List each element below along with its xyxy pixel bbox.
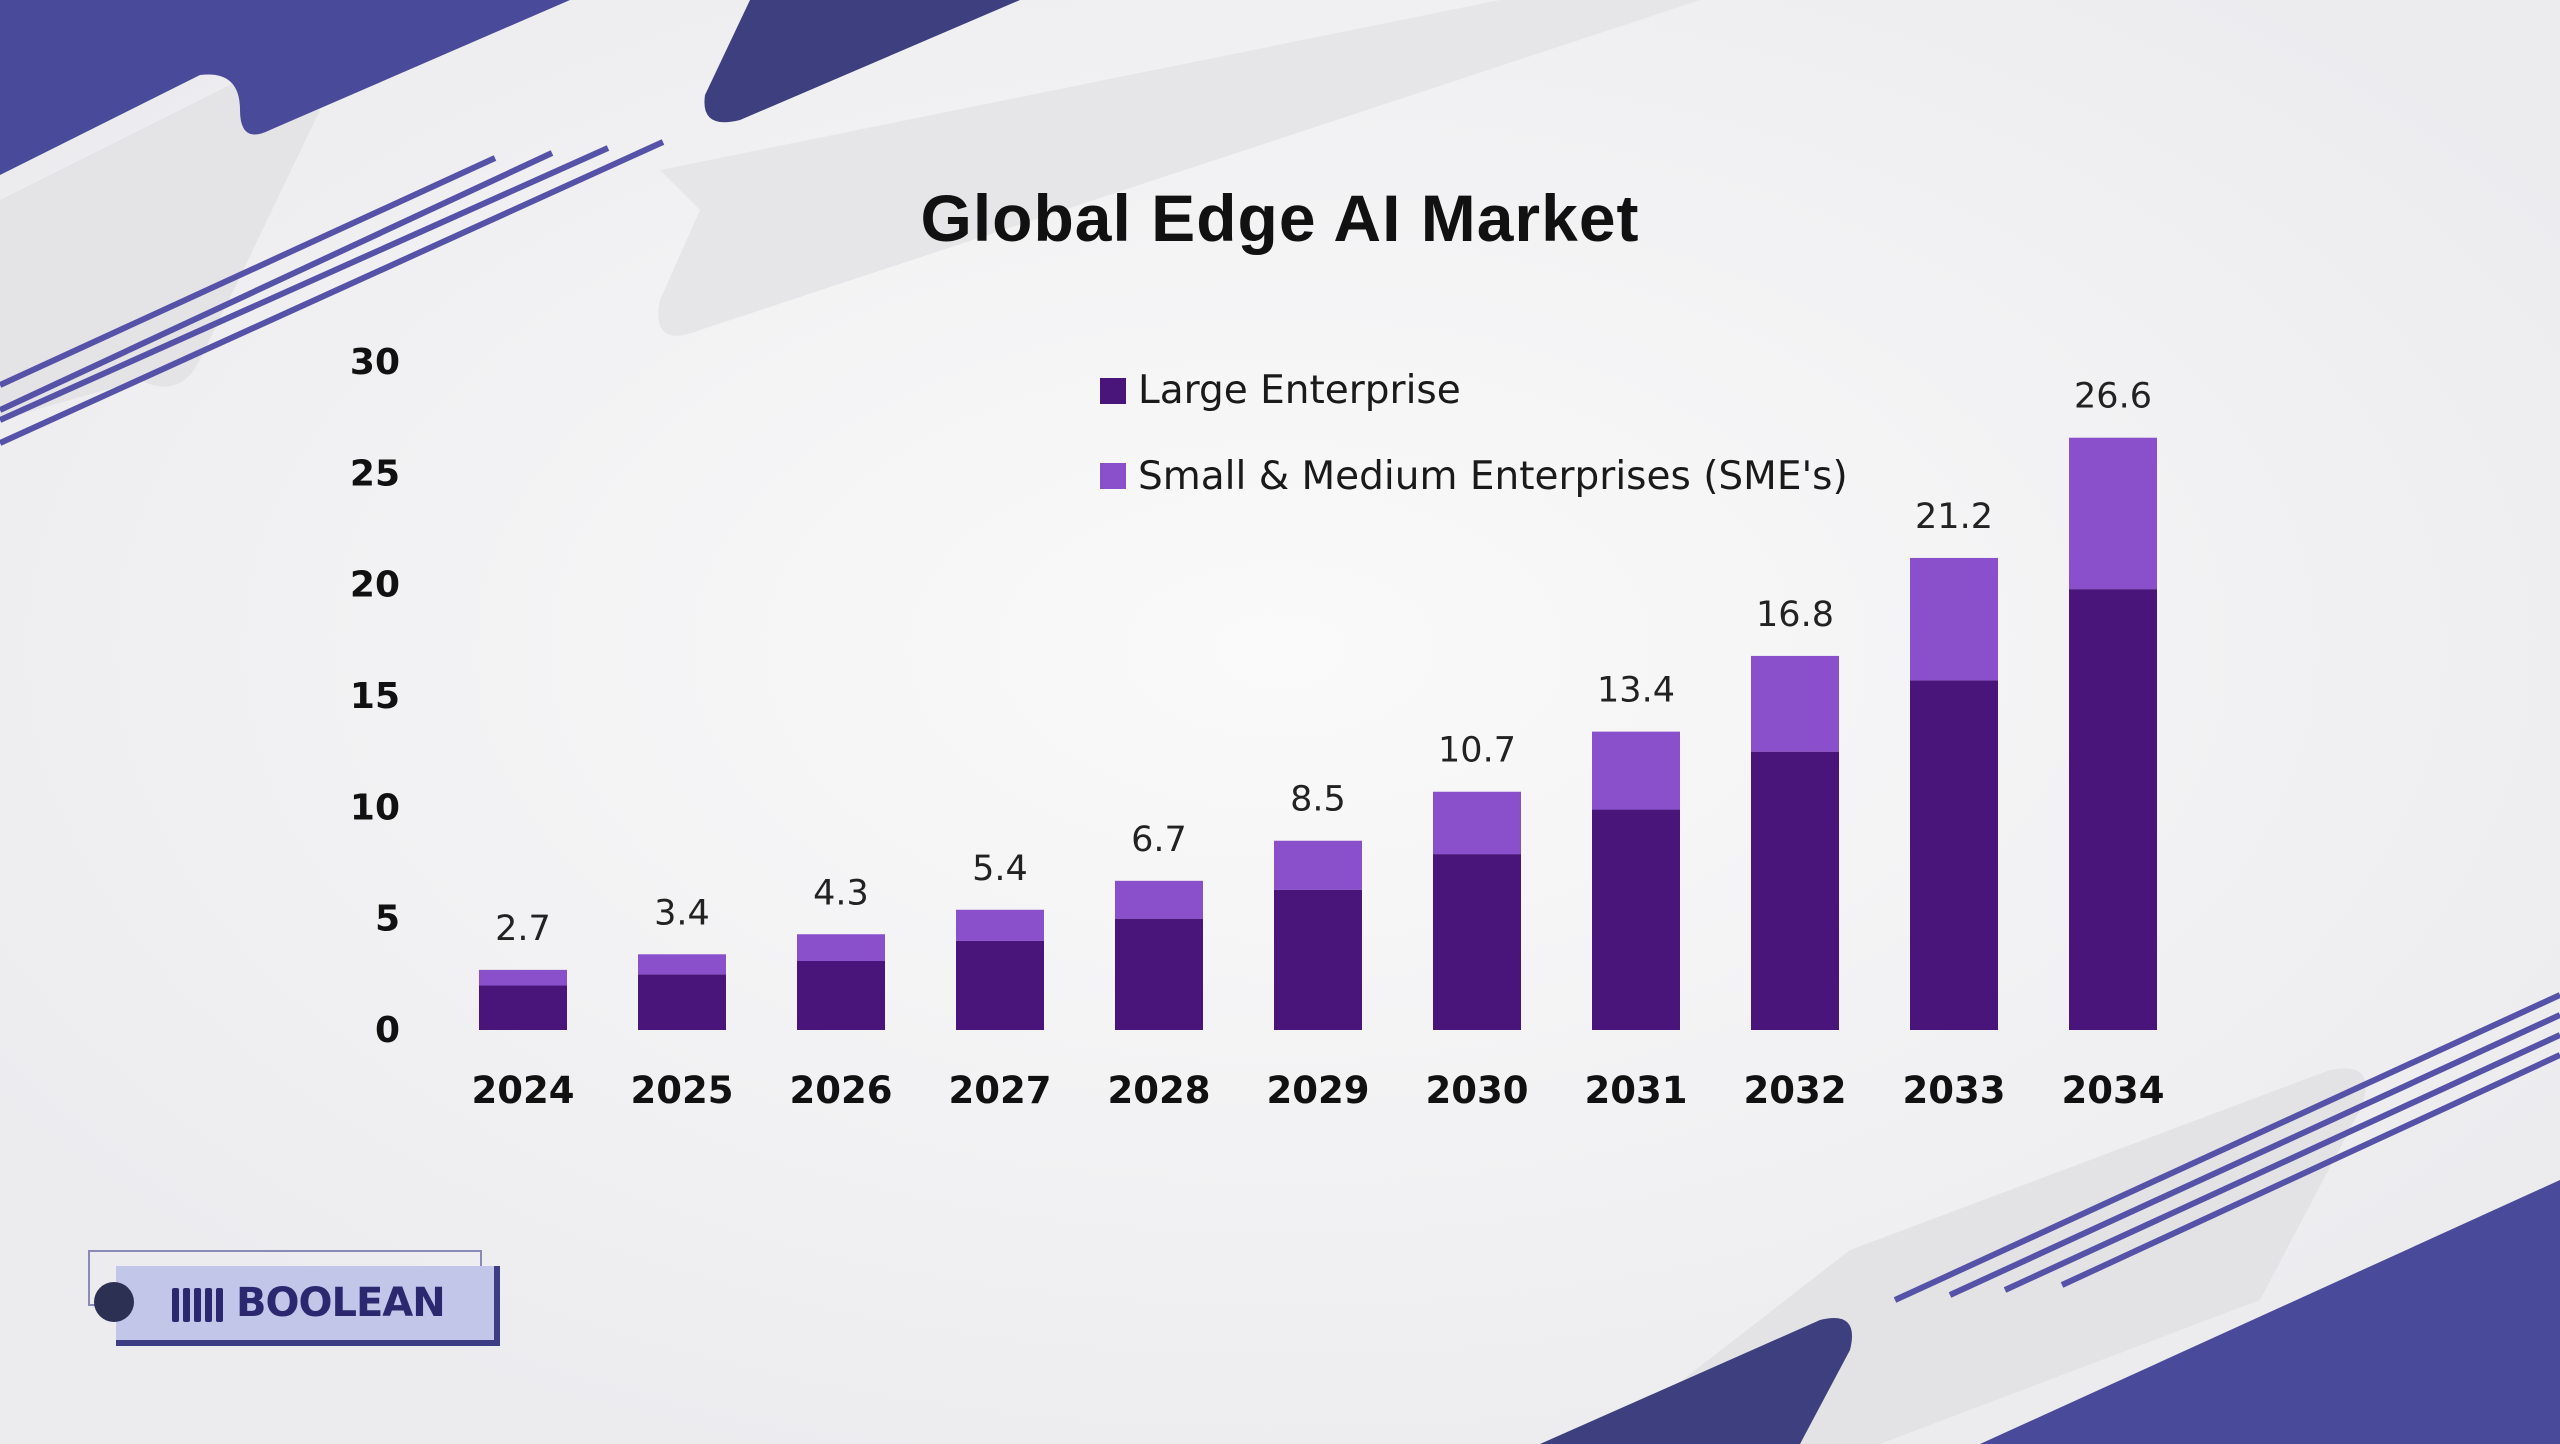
- bar-large-enterprise: [1751, 751, 1839, 1030]
- brand-logo: BOOLEAN: [88, 1250, 508, 1350]
- y-tick-label: 20: [350, 565, 400, 606]
- bar-sme: [797, 934, 885, 961]
- bar-sme: [1751, 655, 1839, 752]
- bar-large-enterprise: [1592, 809, 1680, 1030]
- x-tick-label: 2028: [1108, 1069, 1211, 1112]
- bar-total-label: 26.6: [2074, 377, 2152, 417]
- accent-lines-top-left: [0, 139, 665, 446]
- y-tick-label: 25: [350, 453, 400, 494]
- bar-total-label: 13.4: [1597, 671, 1675, 711]
- x-tick-label: 2025: [631, 1069, 734, 1112]
- x-tick-label: 2033: [1903, 1069, 2006, 1112]
- logo-bars-icon: [172, 1288, 232, 1322]
- bar-sme: [1592, 731, 1680, 810]
- accent-lines-bottom-right: [1893, 992, 2560, 1303]
- bar-total-label: 8.5: [1290, 780, 1346, 820]
- logo-frame: [116, 1266, 500, 1346]
- bg-swoosh-top: [658, 0, 1701, 336]
- brand-name: BOOLEAN: [236, 1280, 446, 1326]
- legend-swatch-sme: [1100, 463, 1126, 489]
- bar-total-label: 21.2: [1915, 497, 1993, 537]
- bar-total-label: 10.7: [1438, 731, 1516, 771]
- bars: [479, 437, 2157, 1030]
- bar-sme: [1274, 840, 1362, 890]
- corner-shape-bottom-right-2: [2260, 1270, 2560, 1444]
- bar-large-enterprise: [1433, 854, 1521, 1030]
- bar-sme: [1433, 791, 1521, 855]
- x-tick-label: 2029: [1267, 1069, 1370, 1112]
- bar-large-enterprise: [1274, 889, 1362, 1030]
- bar-total-label: 5.4: [972, 849, 1028, 889]
- y-axis: 0 5 10 15 20 25 30: [350, 342, 400, 1051]
- y-tick-label: 5: [375, 899, 400, 940]
- corner-shape-bottom: [1540, 1318, 1852, 1444]
- bar-large-enterprise: [2069, 589, 2157, 1030]
- bar-large-enterprise: [1910, 680, 1998, 1030]
- x-axis: 2024 2025 2026 2027 2028 2029 2030 2031 2032 2033…: [472, 1069, 2165, 1112]
- x-tick-label: 2031: [1585, 1069, 1688, 1112]
- bar-sme: [1910, 557, 1998, 681]
- bar-total-label: 16.8: [1756, 595, 1834, 635]
- legend: Large Enterprise Small & Medium Enterpri…: [1100, 368, 1848, 499]
- x-tick-label: 2034: [2062, 1069, 2165, 1112]
- bar-large-enterprise: [797, 960, 885, 1030]
- bar-large-enterprise: [956, 940, 1044, 1030]
- x-tick-label: 2024: [472, 1069, 575, 1112]
- y-tick-label: 10: [350, 787, 400, 828]
- bar-large-enterprise: [479, 985, 567, 1030]
- bar-total-label: 3.4: [654, 893, 710, 933]
- y-tick-label: 15: [350, 676, 400, 717]
- x-tick-label: 2026: [790, 1069, 893, 1112]
- bar-large-enterprise: [638, 974, 726, 1030]
- logo-dot: [94, 1282, 134, 1322]
- legend-label-sme: Small & Medium Enterprises (SME's): [1138, 454, 1848, 499]
- bar-total-label: 6.7: [1131, 820, 1187, 860]
- y-tick-label: 0: [375, 1010, 400, 1051]
- bar-sme: [1115, 880, 1203, 919]
- x-tick-label: 2027: [949, 1069, 1052, 1112]
- total-labels: 2.7 3.4 4.3 5.4 6.7 8.5 10.7 13.4 16.8 21.2 26.6: [495, 377, 2152, 949]
- corner-shape-top: [704, 0, 1020, 123]
- legend-label-large-enterprise: Large Enterprise: [1138, 368, 1461, 413]
- chart-title: Global Edge AI Market: [920, 181, 1640, 255]
- bg-swoosh-left: [0, 74, 320, 421]
- bar-large-enterprise: [1115, 918, 1203, 1030]
- bar-sme: [956, 909, 1044, 941]
- bar-sme: [2069, 437, 2157, 590]
- x-tick-label: 2032: [1744, 1069, 1847, 1112]
- bar-total-label: 2.7: [495, 909, 551, 949]
- bar-sme: [638, 954, 726, 975]
- y-tick-label: 30: [350, 342, 400, 383]
- x-tick-label: 2030: [1426, 1069, 1529, 1112]
- legend-swatch-large-enterprise: [1100, 378, 1126, 404]
- bar-total-label: 4.3: [813, 873, 869, 913]
- bar-sme: [479, 969, 567, 986]
- corner-shape-top-left: [0, 0, 570, 175]
